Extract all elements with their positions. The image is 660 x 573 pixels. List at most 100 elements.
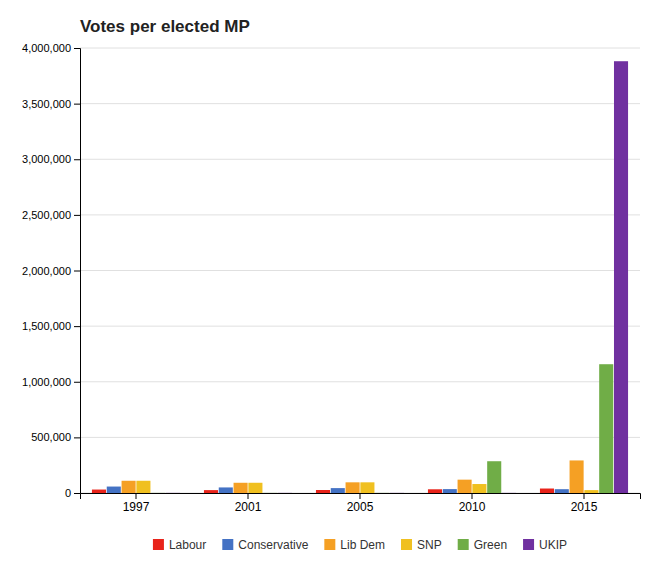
x-tick-mark (360, 493, 361, 499)
y-tick-label: 1,500,000 (22, 320, 71, 332)
bar (331, 488, 345, 493)
x-tick-label: 2001 (235, 500, 262, 514)
bar (614, 61, 628, 493)
y-tick: 3,500,000 (22, 98, 80, 110)
y-tick: 3,000,000 (22, 153, 80, 165)
bar (92, 490, 106, 493)
legend-label: Labour (169, 538, 206, 552)
bar (570, 460, 584, 493)
legend-label: Conservative (238, 538, 308, 552)
bar (390, 492, 404, 493)
x-tick: 2005 (347, 493, 374, 514)
legend-swatch (324, 539, 335, 550)
x-tick-mark (584, 493, 585, 499)
legend-label: Lib Dem (340, 538, 385, 552)
bar (316, 490, 330, 493)
bar-series (151, 364, 613, 493)
plot: 0 500,000 1,000,000 1,500,000 2,000,000 2,500… (22, 42, 640, 514)
y-tick: 2,500,000 (22, 209, 80, 221)
x-tick: 2001 (235, 493, 262, 514)
y-tick-mark (74, 326, 80, 327)
bars (92, 61, 628, 493)
bar-series (136, 481, 598, 493)
y-tick-label: 500,000 (31, 431, 71, 443)
x-axis: 1997 2001 2005 2010 2015 (81, 493, 641, 514)
y-tick-mark (74, 48, 80, 49)
x-tick: 2015 (571, 493, 598, 514)
bar (136, 481, 150, 493)
bar (502, 492, 516, 493)
bar-series (122, 460, 584, 493)
legend-item: Lib Dem (324, 538, 385, 552)
y-axis: 0 500,000 1,000,000 1,500,000 2,000,000 2,500… (22, 42, 80, 499)
bar (540, 489, 554, 493)
y-tick-label: 1,000,000 (22, 376, 71, 388)
bar-series (166, 61, 628, 493)
bar (151, 492, 165, 493)
bar (428, 489, 442, 493)
legend-swatch (153, 539, 164, 550)
bar (487, 461, 501, 493)
y-tick: 0 (65, 487, 80, 499)
y-tick: 500,000 (31, 431, 80, 443)
legend-swatch (401, 539, 412, 550)
legend-label: UKIP (539, 538, 567, 552)
grid (80, 48, 640, 493)
bar (360, 482, 374, 493)
legend-item: SNP (401, 538, 442, 552)
legend-item: Labour (153, 538, 206, 552)
bar (166, 492, 180, 493)
bar (263, 492, 277, 493)
grid-line (80, 159, 640, 160)
legend-item: UKIP (523, 538, 567, 552)
title: Votes per elected MP (80, 17, 250, 36)
legend-item: Green (458, 538, 507, 552)
y-tick-label: 0 (65, 487, 71, 499)
bar (584, 490, 598, 493)
bar (346, 482, 360, 493)
grid-line (80, 437, 640, 438)
y-tick-label: 2,000,000 (22, 265, 71, 277)
x-tick-label: 1997 (123, 500, 150, 514)
x-tick-mark (472, 493, 473, 499)
y-tick: 2,000,000 (22, 265, 80, 277)
y-tick-mark (74, 382, 80, 383)
y-tick-label: 3,000,000 (22, 153, 71, 165)
y-tick-mark (74, 159, 80, 160)
bar (458, 480, 472, 493)
y-tick-label: 2,500,000 (22, 209, 71, 221)
legend-swatch (222, 539, 233, 550)
x-axis-line (81, 494, 641, 500)
y-tick-mark (74, 104, 80, 105)
x-tick: 1997 (123, 493, 150, 514)
legend: Labour Conservative Lib Dem SNP Green UKIP (153, 538, 567, 552)
bar (122, 481, 136, 493)
y-tick-mark (74, 437, 80, 438)
legend-item: Conservative (222, 538, 308, 552)
x-tick: 2010 (459, 493, 486, 514)
bar (375, 492, 389, 493)
bar (248, 483, 262, 493)
y-tick: 1,000,000 (22, 376, 80, 388)
legend-label: Green (474, 538, 507, 552)
x-tick-mark (248, 493, 249, 499)
bar (204, 490, 218, 493)
grid-line (80, 103, 640, 104)
y-tick-label: 3,500,000 (22, 98, 71, 110)
grid-line (80, 214, 640, 215)
bar (219, 487, 233, 493)
grid-line (80, 270, 640, 271)
legend-label: SNP (417, 538, 442, 552)
bar (599, 364, 613, 493)
y-tick: 1,500,000 (22, 320, 80, 332)
bar (278, 492, 292, 493)
y-tick-mark (74, 493, 80, 494)
x-tick-label: 2015 (571, 500, 598, 514)
bar (107, 487, 121, 493)
x-tick-mark (136, 493, 137, 499)
legend-swatch (458, 539, 469, 550)
bar (555, 489, 569, 493)
bar (472, 484, 486, 493)
bar (443, 489, 457, 493)
y-tick-mark (74, 215, 80, 216)
